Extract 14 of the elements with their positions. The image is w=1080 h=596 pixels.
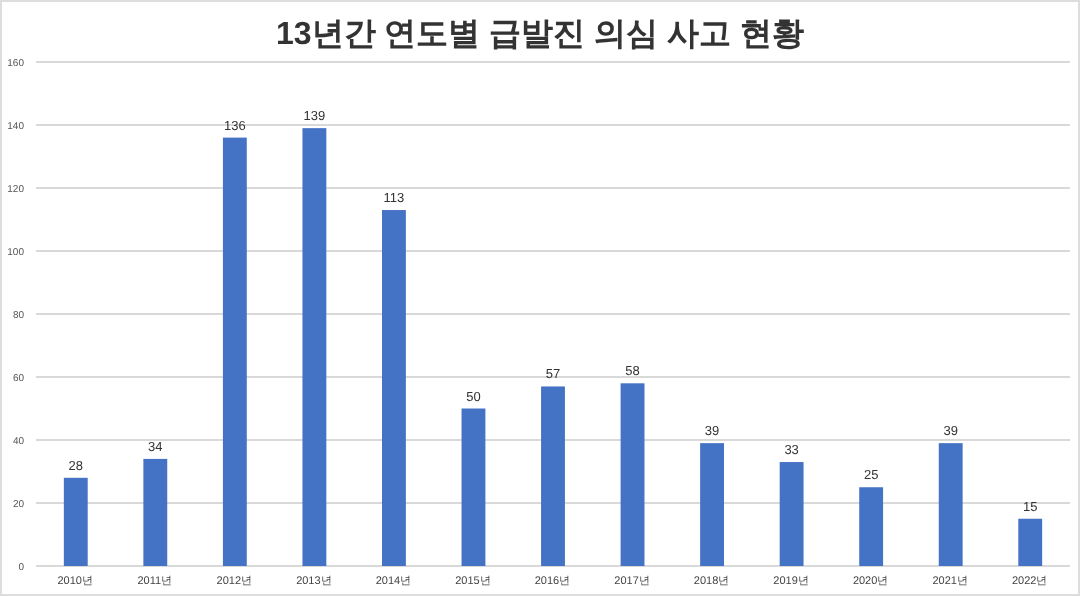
bar: [143, 458, 168, 566]
bar: [541, 386, 565, 566]
bar: [938, 443, 963, 566]
bar: [302, 128, 327, 566]
bar: [859, 487, 884, 566]
bar: [222, 137, 247, 566]
bar: [381, 210, 406, 566]
bar: [1018, 518, 1043, 566]
chart-title: 13년간 연도별 급발진 의심 사고 현황: [275, 18, 805, 52]
bar: [63, 477, 88, 566]
bar: [700, 443, 725, 566]
bar: [620, 383, 645, 566]
bar: [779, 462, 804, 566]
bar: [461, 408, 486, 566]
